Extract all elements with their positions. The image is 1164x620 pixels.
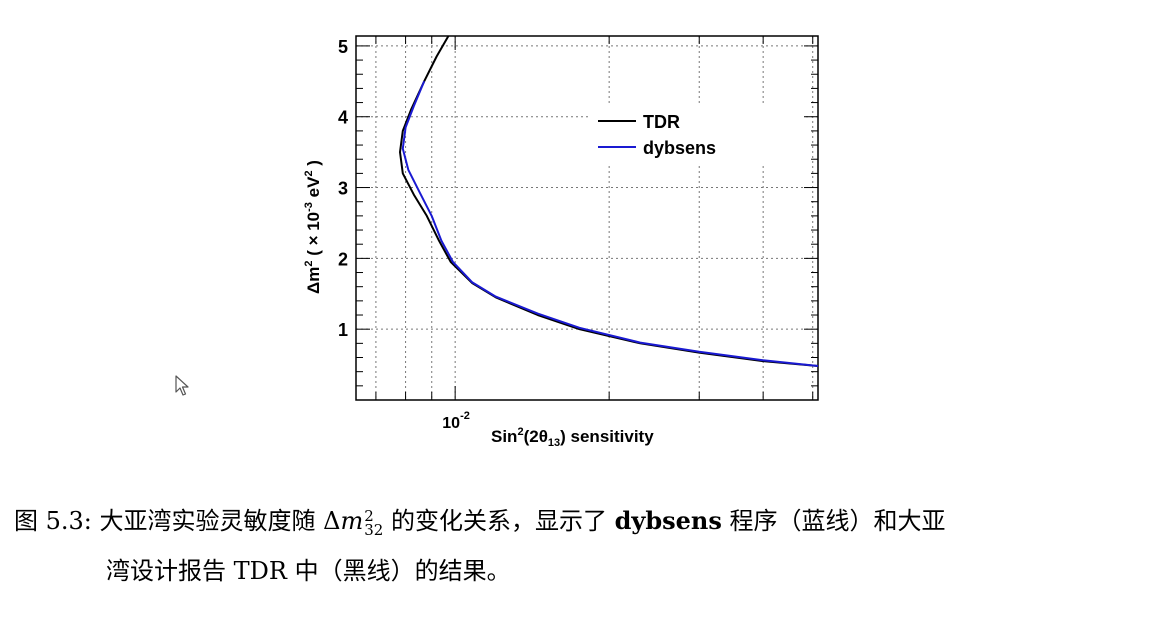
grid-lines [356, 36, 818, 400]
caption-mid: 的变化关系，显示了 [383, 507, 615, 535]
legend: TDR dybsens [588, 104, 804, 164]
y-tick-label: 4 [338, 108, 348, 128]
series-line-dybsens [401, 80, 819, 367]
caption-suffix: 程序（蓝线）和大亚 [721, 507, 946, 535]
y-tick-label: 3 [338, 179, 348, 199]
curves [399, 35, 819, 367]
x-tick-label: 10 [442, 415, 460, 432]
x-axis-title: Sin2(2θ13) sensitivity [491, 426, 654, 449]
caption-line-2: 湾设计报告 TDR 中（黑线）的结果。 [106, 557, 511, 585]
caption-program-name: dybsens [614, 506, 722, 535]
caption-line-1: 图 5.3: 大亚湾实验灵敏度随 Δm 2 32 的变化关系，显示了 dybsens… [14, 503, 1144, 539]
figure-caption: 图 5.3: 大亚湾实验灵敏度随 Δm 2 32 的变化关系，显示了 dybsens… [14, 503, 1144, 589]
tick-labels: 1 2 3 4 5 10 -2 [338, 37, 470, 432]
legend-label-dybsens: dybsens [643, 138, 716, 158]
legend-label-tdr: TDR [643, 112, 680, 132]
y-tick-label: 1 [338, 320, 348, 340]
y-tick-label: 5 [338, 37, 348, 57]
sensitivity-plot: 1 2 3 4 5 10 -2 TDR dybsens Sin2(2θ13) sensiti… [303, 35, 819, 449]
legend-box [588, 104, 804, 164]
x-tick-label-exponent: -2 [460, 410, 470, 422]
caption-math-sub: 32 [364, 520, 384, 539]
caption-prefix: 图 5.3: 大亚湾实验灵敏度随 Δ [14, 507, 341, 535]
plot-frame [355, 35, 819, 401]
caption-math-sup: 2 [364, 506, 374, 525]
y-axis-title: Δm2 ( × 10-3 eV2 ) [303, 160, 323, 294]
y-tick-label: 2 [338, 249, 348, 269]
caption-math-m: m [340, 507, 364, 535]
axis-ticks [356, 36, 818, 400]
mouse-cursor-icon [175, 375, 189, 396]
